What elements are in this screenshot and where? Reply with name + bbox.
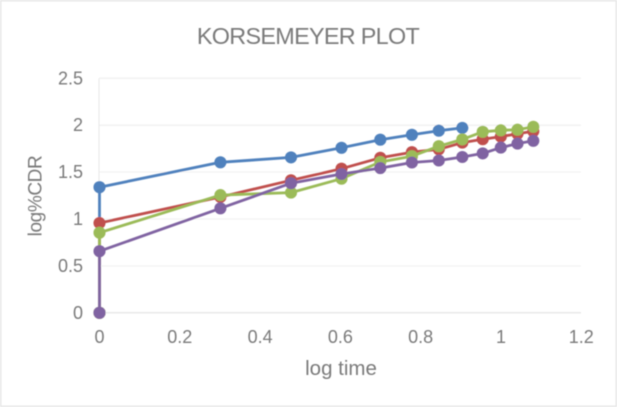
- svg-text:0: 0: [73, 303, 83, 323]
- svg-text:0.2: 0.2: [167, 327, 192, 347]
- svg-text:2.5: 2.5: [58, 68, 83, 88]
- svg-text:0: 0: [94, 327, 104, 347]
- svg-text:1: 1: [496, 327, 506, 347]
- svg-text:0.5: 0.5: [58, 256, 83, 276]
- svg-text:log%CDR: log%CDR: [26, 156, 47, 237]
- svg-text:log time: log time: [305, 357, 377, 380]
- svg-text:1.5: 1.5: [58, 162, 83, 182]
- svg-text:1.2: 1.2: [569, 327, 594, 347]
- svg-text:2: 2: [73, 115, 83, 135]
- svg-text:0.6: 0.6: [328, 327, 353, 347]
- svg-text:1: 1: [73, 209, 83, 229]
- svg-text:KORSEMEYER PLOT: KORSEMEYER PLOT: [197, 23, 420, 49]
- svg-text:0.8: 0.8: [408, 327, 433, 347]
- svg-text:0.4: 0.4: [248, 327, 273, 347]
